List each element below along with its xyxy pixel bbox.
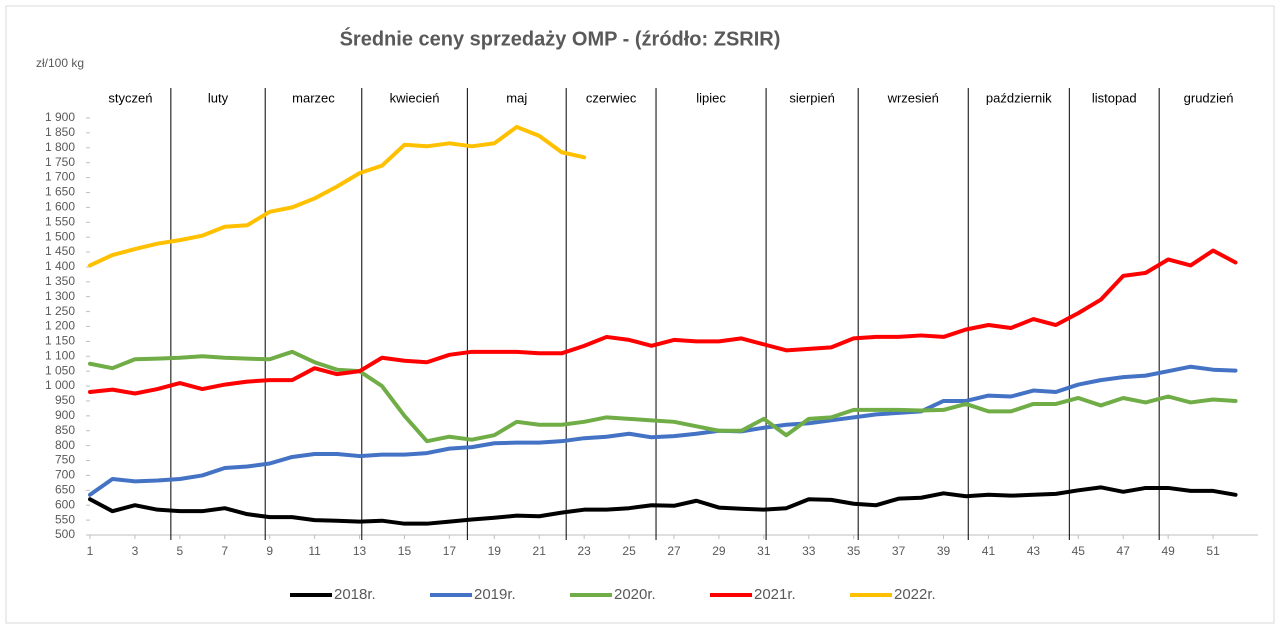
- y-tick-label: 1 200: [45, 319, 75, 333]
- y-tick-label: 900: [55, 408, 75, 422]
- y-tick-label: 1 900: [45, 110, 75, 124]
- month-label: lipiec: [696, 90, 726, 105]
- month-label: luty: [208, 90, 229, 105]
- legend-label: 2021r.: [754, 586, 796, 603]
- y-tick-label: 1 750: [45, 155, 75, 169]
- series-line: [88, 364, 1238, 497]
- month-label: marzec: [292, 90, 335, 105]
- x-tick-label: 31: [757, 544, 771, 558]
- x-tick-label: 33: [802, 544, 816, 558]
- legend-label: 2018r.: [334, 586, 376, 603]
- x-tick-label: 41: [982, 544, 996, 558]
- y-tick-label: 750: [55, 453, 75, 467]
- series-line: [88, 485, 1238, 526]
- y-tick-label: 850: [55, 423, 75, 437]
- x-tick-label: 1: [87, 544, 94, 558]
- chart-title: Średnie ceny sprzedaży OMP - (źródło: ZS…: [340, 26, 781, 50]
- series-line: [88, 124, 587, 268]
- x-tick-label: 13: [353, 544, 367, 558]
- month-label: sierpień: [789, 90, 835, 105]
- month-label: październik: [986, 90, 1052, 105]
- x-tick-label: 17: [443, 544, 457, 558]
- y-tick-label: 1 000: [45, 378, 75, 392]
- y-tick-label: 1 650: [45, 185, 75, 199]
- month-label: czerwiec: [586, 90, 637, 105]
- x-tick-label: 15: [398, 544, 412, 558]
- y-tick-label: 1 600: [45, 200, 75, 214]
- y-tick-label: 800: [55, 438, 75, 452]
- y-tick-label: 1 150: [45, 334, 75, 348]
- y-tick-label: 650: [55, 482, 75, 496]
- x-tick-label: 39: [937, 544, 951, 558]
- y-tick-label: 1 800: [45, 140, 75, 154]
- x-tick-label: 29: [712, 544, 726, 558]
- x-tick-label: 47: [1117, 544, 1131, 558]
- x-tick-label: 51: [1206, 544, 1220, 558]
- y-tick-label: 1 450: [45, 244, 75, 258]
- x-tick-label: 43: [1027, 544, 1041, 558]
- x-tick-label: 45: [1072, 544, 1086, 558]
- x-tick-label: 23: [577, 544, 591, 558]
- y-axis-label: zł/100 kg: [36, 56, 84, 70]
- y-tick-label: 500: [55, 527, 75, 541]
- x-tick-label: 11: [308, 544, 321, 558]
- legend-label: 2019r.: [474, 586, 516, 603]
- y-tick-label: 1 550: [45, 214, 75, 228]
- legend-label: 2020r.: [614, 586, 656, 603]
- chart-frame: [5, 5, 1275, 624]
- x-tick-label: 5: [177, 544, 184, 558]
- y-tick-label: 1 250: [45, 304, 75, 318]
- x-tick-label: 9: [266, 544, 273, 558]
- y-tick-label: 600: [55, 497, 75, 511]
- x-tick-label: 3: [132, 544, 139, 558]
- month-label: maj: [506, 90, 527, 105]
- x-tick-label: 35: [847, 544, 861, 558]
- y-tick-label: 700: [55, 468, 75, 482]
- series-line: [88, 349, 1238, 444]
- month-label: kwiecień: [390, 90, 440, 105]
- month-label: styczeń: [108, 90, 152, 105]
- y-tick-label: 1 400: [45, 259, 75, 273]
- legend-label: 2022r.: [894, 586, 936, 603]
- x-tick-label: 37: [892, 544, 906, 558]
- x-tick-label: 21: [533, 544, 547, 558]
- x-tick-label: 25: [622, 544, 636, 558]
- x-tick-label: 27: [667, 544, 681, 558]
- y-tick-label: 1 050: [45, 363, 75, 377]
- y-tick-label: 1 850: [45, 125, 75, 139]
- x-tick-label: 19: [488, 544, 502, 558]
- y-tick-label: 1 300: [45, 289, 75, 303]
- y-tick-label: 1 350: [45, 274, 75, 288]
- month-label: listopad: [1092, 90, 1137, 105]
- month-label: grudzień: [1184, 90, 1234, 105]
- x-tick-label: 49: [1161, 544, 1175, 558]
- y-tick-label: 1 700: [45, 170, 75, 184]
- series-line: [88, 248, 1238, 396]
- y-tick-label: 550: [55, 512, 75, 526]
- y-tick-label: 1 100: [45, 348, 75, 362]
- y-tick-label: 1 500: [45, 229, 75, 243]
- month-label: wrzesień: [887, 90, 939, 105]
- y-tick-label: 950: [55, 393, 75, 407]
- x-tick-label: 7: [221, 544, 228, 558]
